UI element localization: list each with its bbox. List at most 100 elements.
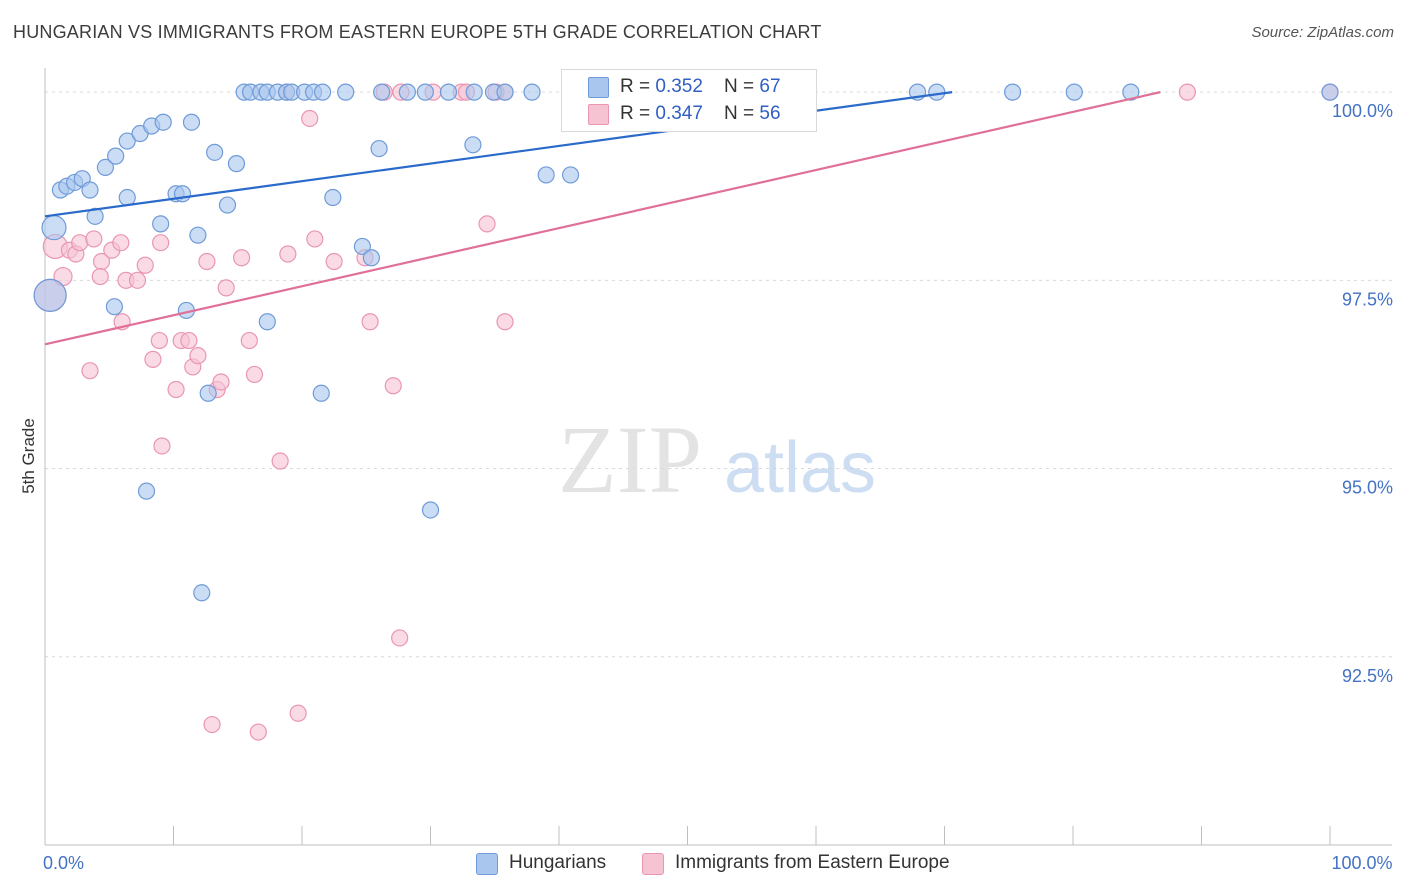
immigrants-point [145,351,161,367]
scatter-plot: ZIP atlas 100.0%97.5%95.0%92.5%0.0% 100.0… [0,0,1406,892]
legend-swatch-blue [588,77,609,98]
immigrants-point [181,333,197,349]
immigrants-point [250,724,266,740]
hungarians-point [371,141,387,157]
hungarians-point [155,114,171,130]
hungarians-point [440,84,456,100]
hungarians-point [538,167,554,183]
hungarians-point [417,84,433,100]
y-tick-label: 97.5% [1342,289,1393,309]
hungarians-point [1005,84,1021,100]
correlation-legend: R = 0.352 N = 67 R = 0.347 N = 56 [561,69,817,132]
legend-n-label: N = [724,103,759,124]
y-tick-label: 92.5% [1342,666,1393,686]
legend-n-value: 56 [759,103,780,124]
legend-swatch-pink [588,104,609,125]
immigrants-point [280,246,296,262]
immigrants-point [290,705,306,721]
hungarians-point [423,502,439,518]
legend-r-label: R = [620,103,655,124]
hungarians-point [497,84,513,100]
hungarians-point [399,84,415,100]
hungarians-point [183,114,199,130]
hungarians-point [325,190,341,206]
hungarians-point [82,182,98,198]
immigrants-point [137,257,153,273]
hungarians-point [106,299,122,315]
hungarians-point [338,84,354,100]
immigrants-point [86,231,102,247]
y-tick-label: 95.0% [1342,478,1393,498]
legend-label-immigrants: Immigrants from Eastern Europe [675,852,950,874]
hungarians-point [139,483,155,499]
series-hungarians-points [34,84,1338,601]
hungarians-point [194,585,210,601]
y-tick-label: 100.0% [1332,101,1393,121]
immigrants-point [392,630,408,646]
immigrants-point [213,374,229,390]
legend-label-hungarians: Hungarians [509,852,606,874]
hungarians-point [153,216,169,232]
hungarians-point [42,216,66,240]
immigrants-point [302,110,318,126]
hungarians-point [465,137,481,153]
immigrants-point [82,363,98,379]
immigrants-point [199,254,215,270]
immigrants-point [113,235,129,251]
hungarians-point [219,197,235,213]
hungarians-point [34,279,66,311]
legend-swatch-pink [642,853,664,875]
axis-labels: 100.0%97.5%95.0%92.5%0.0% 100.0% [43,101,1393,873]
hungarians-point [119,190,135,206]
legend-n-label: N = [724,76,759,97]
hungarians-point [259,314,275,330]
hungarians-point [524,84,540,100]
hungarians-point [374,84,390,100]
immigrants-point [204,717,220,733]
immigrants-point [130,272,146,288]
immigrants-point [246,366,262,382]
immigrants-point [234,250,250,266]
hungarians-point [228,156,244,172]
hungarians-point [1322,84,1338,100]
immigrants-point [92,269,108,285]
legend-r-value: 0.347 [655,103,703,124]
watermark: ZIP atlas [558,406,876,513]
immigrants-point [241,333,257,349]
hungarians-point [200,385,216,401]
immigrants-point [497,314,513,330]
immigrants-point [326,254,342,270]
immigrants-point [218,280,234,296]
immigrants-point [272,453,288,469]
legend-r-value: 0.352 [655,76,703,97]
y-axis-title: 5th Grade [19,418,38,494]
hungarians-point [929,84,945,100]
immigrants-point [72,235,88,251]
hungarians-point [190,227,206,243]
watermark-atlas: atlas [724,428,876,508]
immigrants-point [307,231,323,247]
hungarians-point [315,84,331,100]
immigrants-point [151,333,167,349]
hungarians-point [313,385,329,401]
immigrants-point [190,348,206,364]
hungarians-point [363,250,379,266]
axes [45,68,1392,845]
immigrants-point [479,216,495,232]
immigrants-point [153,235,169,251]
hungarians-point [563,167,579,183]
hungarians-point [108,148,124,164]
legend-swatch-blue [476,853,498,875]
watermark-zip: ZIP [558,406,702,513]
legend-n-value: 67 [759,76,780,97]
immigrants-point [1179,84,1195,100]
hungarians-point [466,84,482,100]
hungarians-point [207,144,223,160]
series-legend: Hungarians Immigrants from Eastern Europ… [0,852,1406,878]
hungarians-point [1066,84,1082,100]
immigrants-point [154,438,170,454]
legend-r-label: R = [620,76,655,97]
immigrants-point [168,382,184,398]
immigrants-point [362,314,378,330]
immigrants-point [385,378,401,394]
